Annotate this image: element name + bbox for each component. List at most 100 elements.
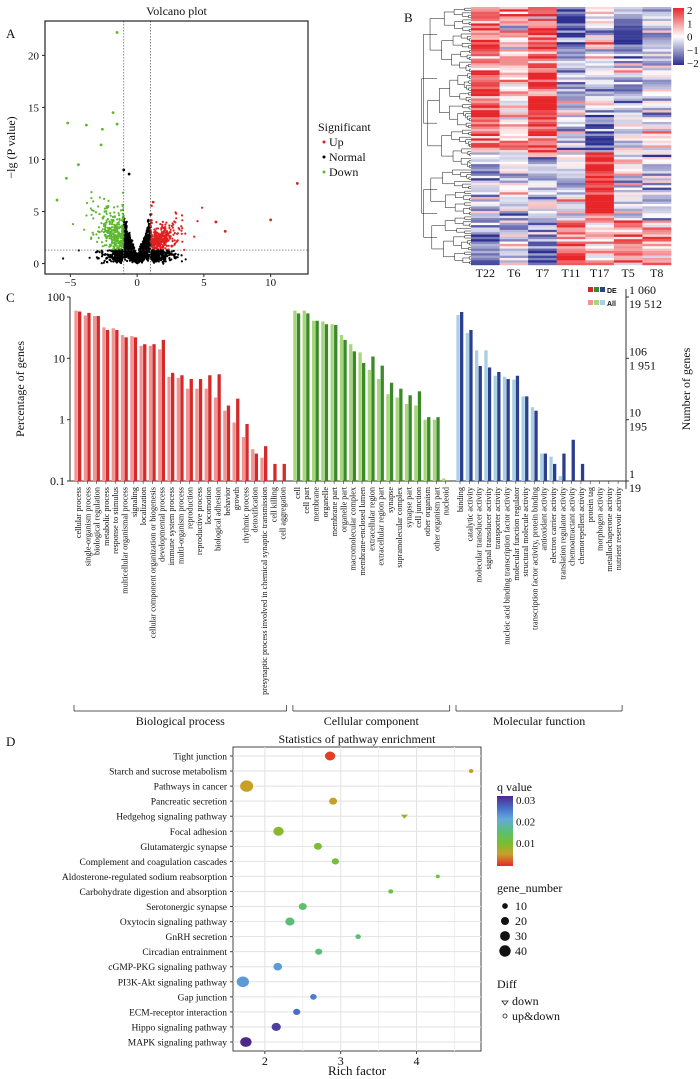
bar-de	[124, 337, 128, 481]
heatmap-cell	[528, 112, 557, 116]
point-up	[181, 240, 184, 243]
dendrogram-branch	[469, 68, 471, 72]
heatmap-cell	[528, 14, 557, 17]
heatmap-cell	[556, 89, 586, 92]
point-normal	[174, 257, 177, 260]
bar-all	[260, 457, 264, 481]
heatmap-cell	[499, 187, 529, 191]
point-up	[171, 244, 174, 247]
bar-all	[414, 405, 418, 481]
y2-tick-label-all: 19 512	[629, 297, 662, 311]
heatmap-cell	[471, 63, 500, 66]
dendrogram-branch	[464, 251, 471, 255]
point-up	[168, 226, 171, 229]
point	[293, 1008, 301, 1016]
heatmap-cell	[528, 11, 557, 15]
heatmap-cell	[499, 222, 529, 226]
point	[331, 858, 339, 865]
point-normal	[117, 258, 121, 261]
heatmap-cell	[642, 65, 672, 69]
dendrogram-branch	[449, 105, 463, 120]
point-normal	[141, 250, 144, 253]
heatmap-cell	[613, 239, 643, 242]
heatmap-cell	[613, 112, 643, 116]
heatmap-cell	[642, 143, 672, 146]
heatmap-cell	[642, 194, 672, 198]
bar-all	[377, 379, 381, 481]
dendrogram-branch	[466, 54, 471, 59]
heatmap-cell	[642, 75, 672, 78]
point-normal	[125, 220, 128, 223]
heatmap-cell	[499, 168, 529, 172]
point-down	[118, 214, 121, 217]
point-normal	[117, 250, 120, 253]
heatmap-cell	[499, 72, 529, 76]
heatmap-cell	[528, 51, 557, 55]
dendrogram-branch	[441, 40, 454, 60]
heatmap-cell	[528, 189, 557, 193]
dendrogram-branch	[443, 240, 455, 258]
dendrogram-branch	[468, 92, 471, 96]
bar-de	[315, 320, 319, 481]
heatmap-cell	[499, 44, 529, 48]
heatmap-cell	[613, 199, 643, 202]
heatmap-cell	[642, 227, 672, 231]
diff-legend-label: down	[512, 994, 539, 1008]
heatmap-cell	[499, 250, 529, 254]
point-down	[106, 226, 110, 230]
heatmap-cell	[613, 171, 643, 174]
heatmap-cell	[556, 220, 586, 223]
point-down	[107, 234, 111, 238]
heatmap-cell	[528, 227, 557, 231]
heatmap-cell	[556, 147, 586, 151]
heatmap-cell	[642, 157, 672, 160]
dendrogram-branch	[468, 21, 471, 25]
heatmap-cell	[499, 103, 529, 106]
heatmap-cell	[585, 196, 615, 200]
heatmap-cell	[499, 56, 529, 59]
heatmap-cell	[499, 189, 529, 193]
heatmap-cell	[613, 213, 643, 216]
heatmap-cell	[585, 222, 615, 226]
legend-swatch	[600, 300, 605, 305]
point-down	[108, 245, 111, 248]
category-label: cell aggregation	[279, 487, 288, 540]
heatmap-cell	[556, 152, 586, 155]
dendrogram-branch	[468, 247, 471, 251]
dendrogram-branch	[468, 118, 471, 122]
bar-de	[506, 379, 510, 481]
bar-all	[493, 375, 497, 481]
heatmap-cell	[613, 218, 643, 221]
category-label: signaling	[130, 487, 139, 517]
heatmap-cell	[471, 262, 500, 266]
heatmap-cell	[471, 28, 500, 31]
heatmap-cell	[585, 23, 615, 26]
point-up	[173, 239, 176, 242]
heatmap-cell	[613, 30, 643, 33]
heatmap-cell	[499, 30, 529, 33]
heatmap-cell	[471, 121, 500, 125]
heatmap-cell	[585, 154, 615, 158]
heatmap-cell	[613, 21, 643, 24]
point-down	[55, 198, 59, 202]
heatmap-cell	[556, 56, 586, 59]
category-label: transporter activity	[493, 486, 502, 549]
bar-de	[408, 395, 412, 481]
heatmap-cell	[613, 255, 643, 259]
point-up	[162, 232, 165, 235]
panel-label-c: C	[6, 290, 15, 305]
heatmap-cell	[556, 107, 586, 111]
heatmap-cell	[556, 98, 586, 102]
heatmap-cell	[585, 25, 615, 29]
bar-de	[417, 391, 422, 481]
point-normal	[101, 253, 104, 256]
heatmap-cell	[499, 60, 529, 64]
point-normal	[168, 257, 171, 260]
x-tick-label: 0	[134, 277, 140, 289]
heatmap-cell	[499, 239, 529, 242]
heatmap-cell	[556, 218, 586, 221]
dendrogram-branch	[468, 160, 471, 164]
legend-marker	[322, 140, 326, 144]
point-down	[106, 231, 109, 234]
heatmap-cell	[471, 159, 500, 162]
